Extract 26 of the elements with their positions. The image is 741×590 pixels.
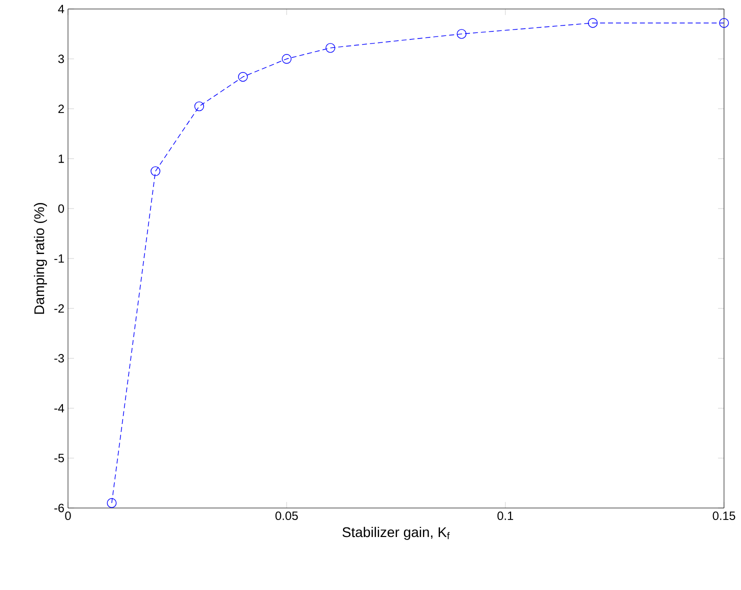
x-tick-label: 0 — [65, 512, 71, 520]
y-tick-label: -3 — [54, 354, 64, 363]
point — [719, 18, 729, 28]
y-tick-label: -4 — [54, 404, 64, 412]
x-tick-label: 0.1 — [497, 512, 514, 520]
point — [282, 54, 292, 64]
y-tick-label: 2 — [58, 104, 64, 113]
y-tick-label: -2 — [54, 304, 64, 313]
point — [194, 101, 204, 112]
x-tick-label: 0.15 — [712, 512, 736, 520]
y-axis-title: Damping ratio (%) — [34, 202, 47, 314]
point — [238, 72, 248, 82]
y-tick-label: -6 — [54, 504, 64, 512]
y-tick-label: -5 — [54, 454, 64, 462]
y-tick-label: 1 — [58, 154, 64, 163]
y-tick-label: 3 — [58, 54, 64, 64]
point — [106, 498, 117, 508]
point — [456, 29, 466, 39]
point — [588, 18, 598, 28]
y-tick-label: -1 — [54, 254, 64, 263]
y-tick-label: 0 — [58, 204, 64, 213]
point — [150, 166, 160, 176]
point — [326, 43, 336, 53]
x-axis-title: Stabilizer gain, K$_{f}$ — [342, 526, 450, 540]
x-tick-label: 0.05 — [275, 512, 298, 520]
y-tick-label: 4 — [58, 4, 64, 14]
